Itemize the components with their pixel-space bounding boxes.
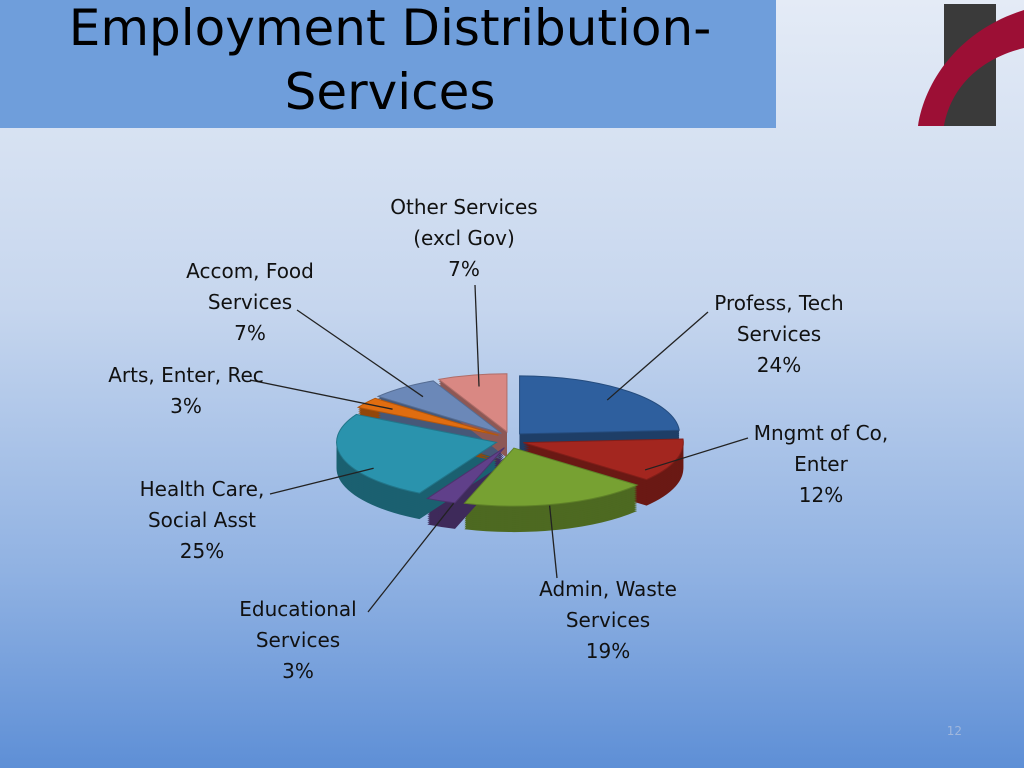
chart-title: Employment Distribution-Services xyxy=(68,0,712,121)
slice xyxy=(519,375,680,435)
value-label: 24% xyxy=(756,353,802,377)
slice-label: Educational Services 3% xyxy=(208,594,388,687)
leader-line xyxy=(606,311,709,401)
slice-label: Other Services (excl Gov) 7% xyxy=(374,192,554,285)
category-label: Profess, Tech Services xyxy=(714,291,844,346)
value-label: 19% xyxy=(585,639,631,663)
slice xyxy=(437,373,508,433)
value-label: 12% xyxy=(798,483,844,507)
category-label: Arts, Enter, Rec xyxy=(108,363,264,387)
logo-swoosh xyxy=(918,10,1024,126)
leader-line xyxy=(269,467,374,495)
category-label: Accom, Food Services xyxy=(186,259,314,314)
leader-line xyxy=(474,284,480,387)
leader-line xyxy=(249,379,393,410)
category-label: Health Care, Social Asst xyxy=(139,477,265,532)
value-label: 3% xyxy=(170,394,202,418)
leader-line xyxy=(296,309,424,398)
value-label: 3% xyxy=(282,659,314,683)
slice xyxy=(356,397,499,436)
slice xyxy=(336,413,498,494)
slice-label: Health Care, Social Asst 25% xyxy=(112,474,292,567)
value-label: 25% xyxy=(179,539,225,563)
category-label: Educational Services xyxy=(239,597,357,652)
category-label: Other Services (excl Gov) xyxy=(390,195,538,250)
slice-label: Accom, Food Services 7% xyxy=(160,256,340,349)
slice-label: Arts, Enter, Rec 3% xyxy=(96,360,276,422)
value-label: 7% xyxy=(234,321,266,345)
title-bar: Employment Distribution-Services xyxy=(0,0,776,128)
slice-label: Profess, Tech Services 24% xyxy=(689,288,869,381)
value-label: 7% xyxy=(448,257,480,281)
slice xyxy=(376,380,502,434)
page-number: 12 xyxy=(946,724,962,738)
slice xyxy=(426,447,505,504)
leader-line xyxy=(548,505,558,579)
leader-line xyxy=(367,502,455,613)
slice-label: Mngmt of Co, Enter 12% xyxy=(731,418,911,511)
pie-tops xyxy=(336,373,684,507)
leader-line xyxy=(644,437,749,471)
logo xyxy=(918,4,1024,126)
category-label: Admin, Waste Services xyxy=(539,577,677,632)
slice-label: Admin, Waste Services 19% xyxy=(518,574,698,667)
slice xyxy=(463,447,639,507)
category-label: Mngmt of Co, Enter xyxy=(753,421,889,476)
